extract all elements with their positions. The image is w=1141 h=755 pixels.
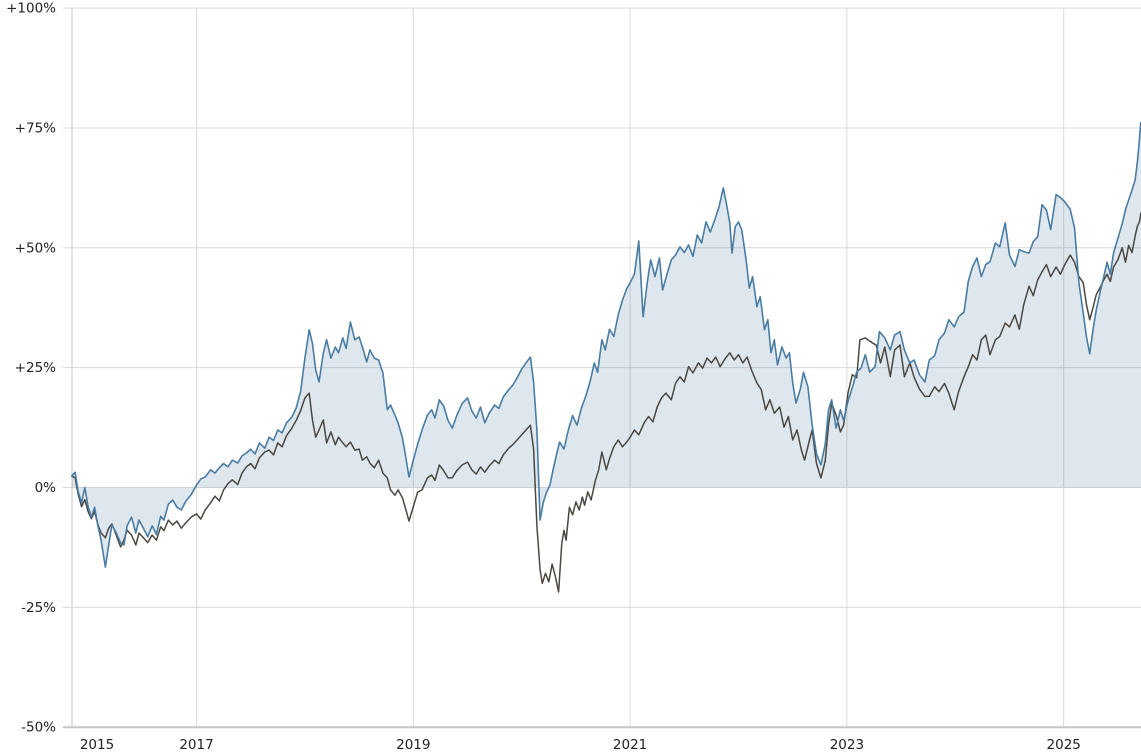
y-axis-tick-label: +100% xyxy=(6,1,56,17)
axis-labels: +100% +75% +50% +25% 0% -25% -50% 2015 2017 2019 2… xyxy=(6,1,1081,753)
blue-line-series xyxy=(71,121,1141,568)
y-axis-tick-label: +50% xyxy=(15,240,56,256)
y-axis-tick-label: -25% xyxy=(21,600,56,616)
gridlines xyxy=(63,7,1141,729)
y-axis-tick-label: -50% xyxy=(21,720,56,736)
chart-series xyxy=(71,121,1141,593)
y-axis-tick-label: +75% xyxy=(15,120,56,136)
y-axis-tick-label: +25% xyxy=(15,360,56,376)
x-axis-tick-label: 2021 xyxy=(613,737,647,753)
x-axis-tick-label: 2019 xyxy=(396,737,430,753)
x-axis-tick-label: 2025 xyxy=(1047,737,1081,753)
x-axis-tick-label: 2015 xyxy=(80,737,114,753)
y-axis-tick-label: 0% xyxy=(35,480,57,496)
x-axis-tick-label: 2023 xyxy=(830,737,864,753)
x-axis-tick-label: 2017 xyxy=(179,737,213,753)
dark-line-series xyxy=(71,211,1141,593)
